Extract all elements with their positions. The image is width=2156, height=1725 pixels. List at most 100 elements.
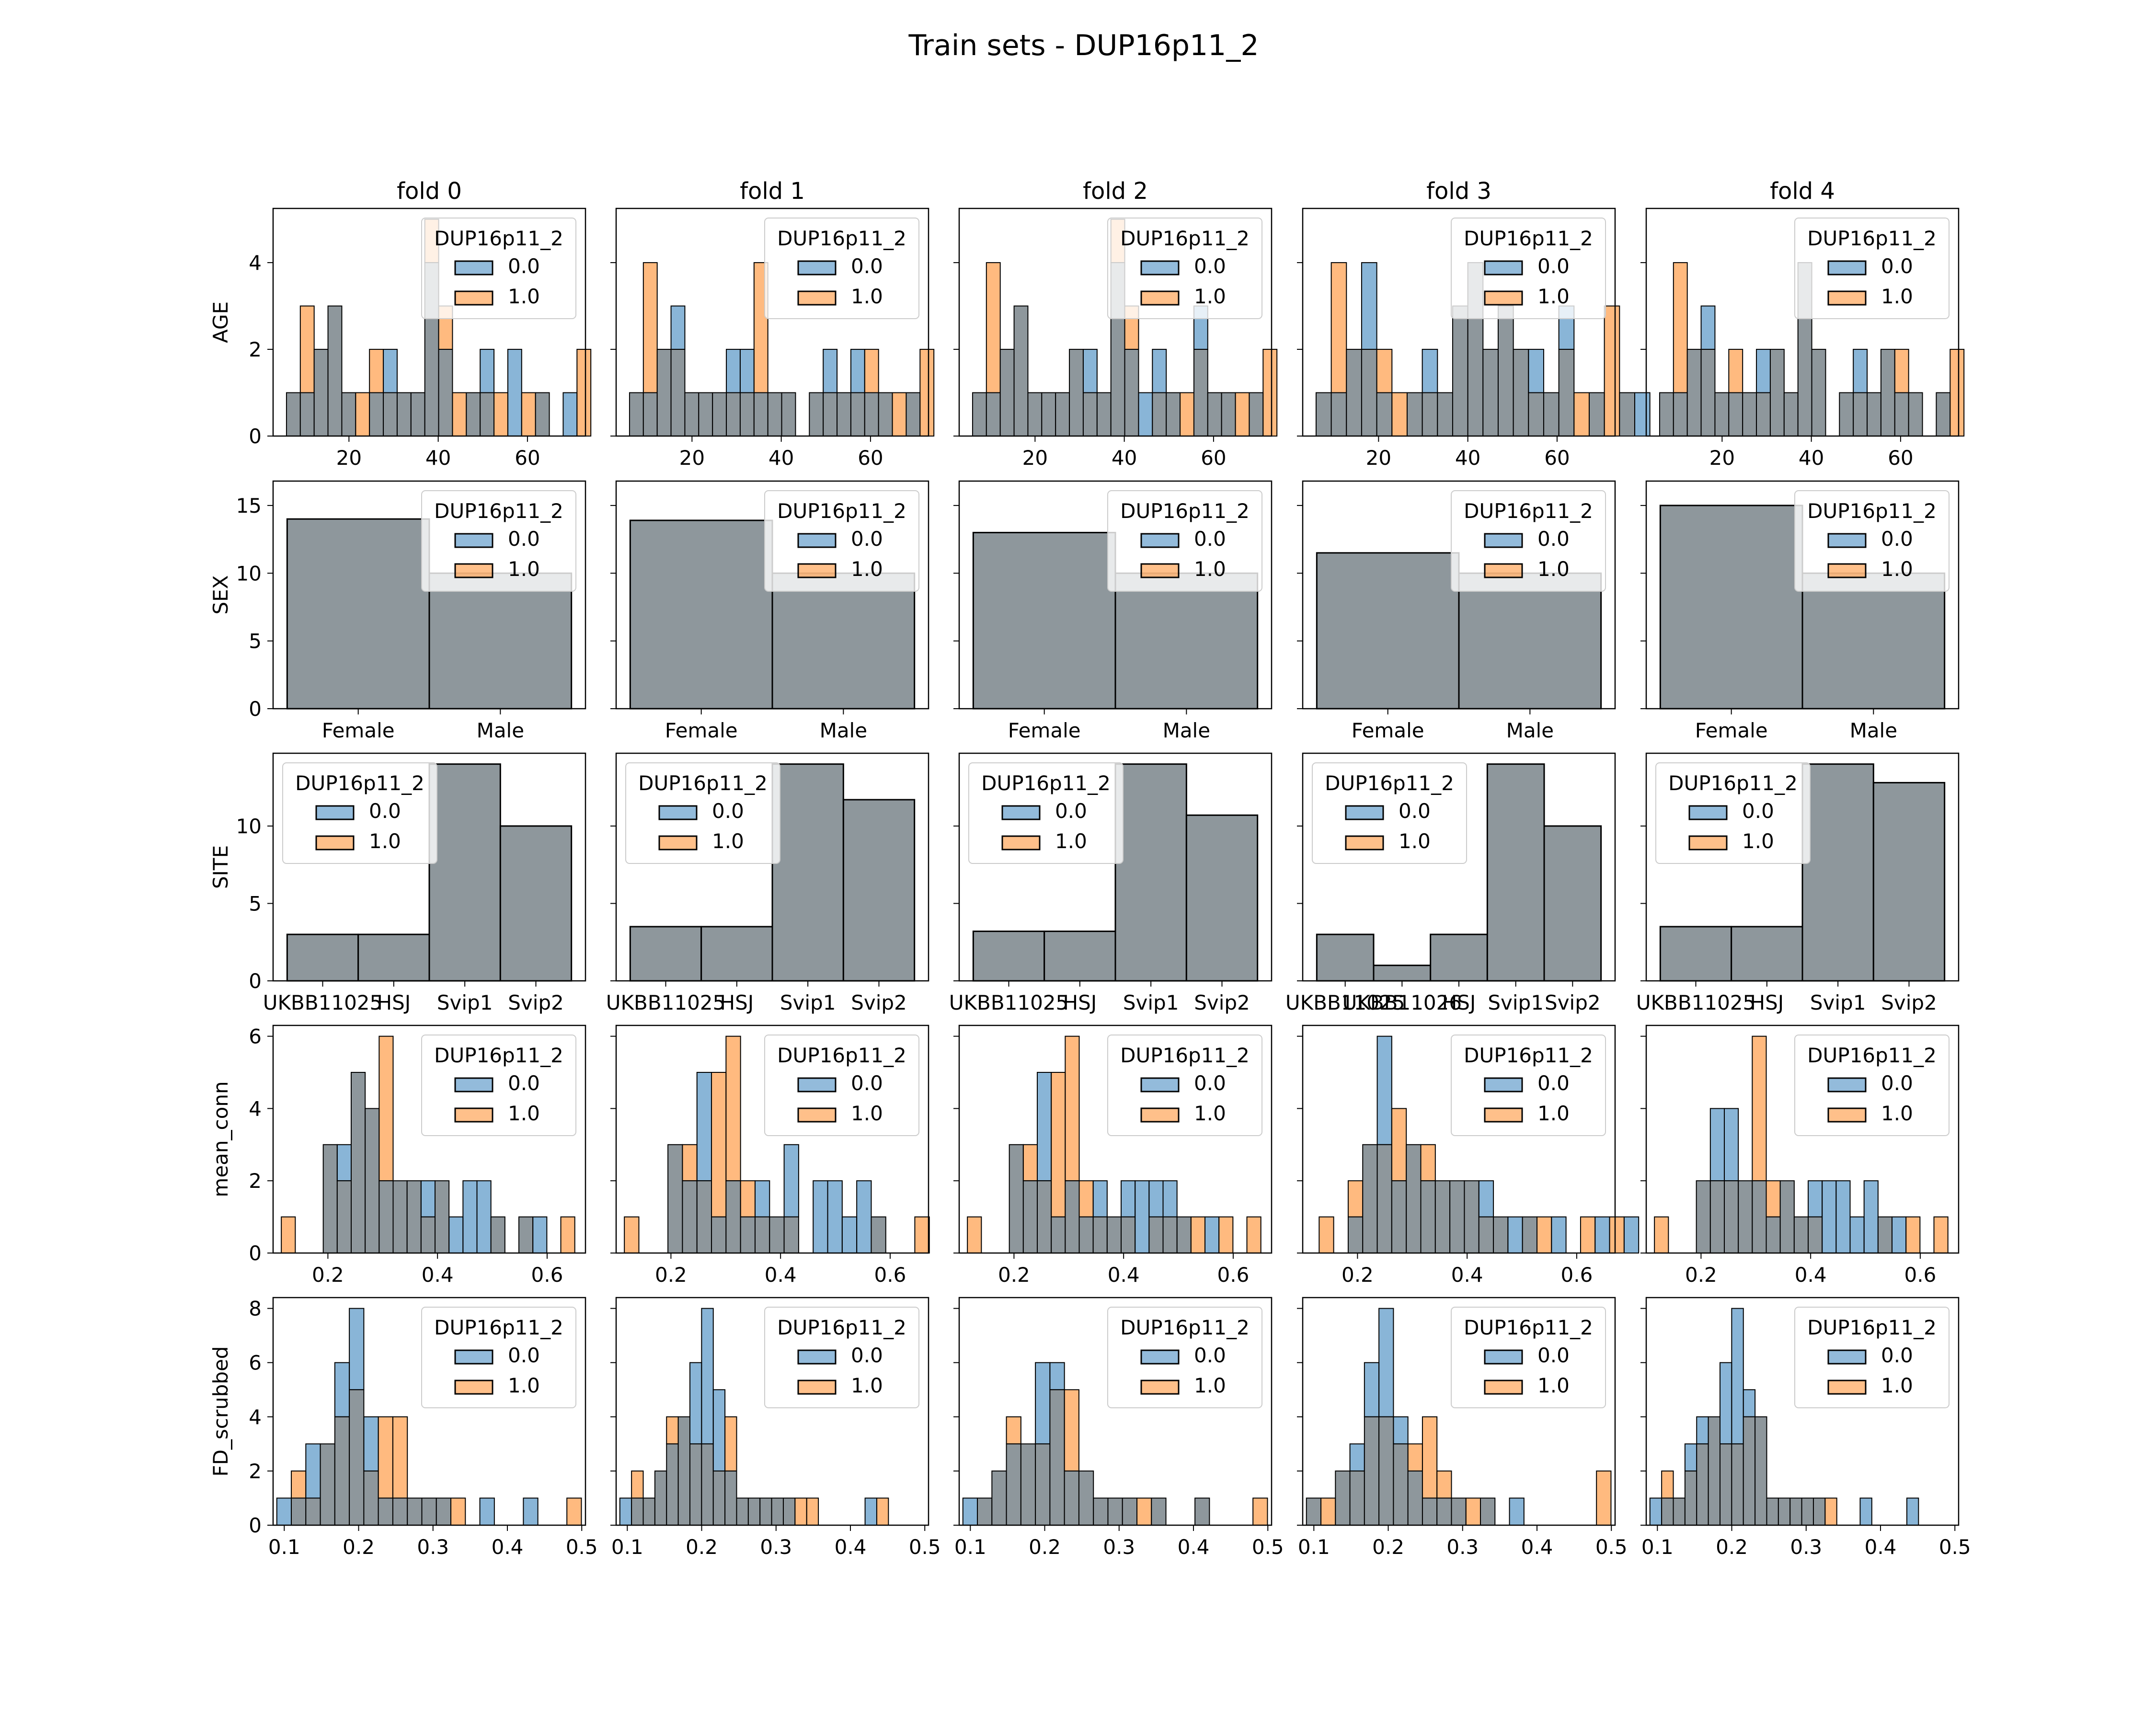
bar-overlap [1801, 1497, 1814, 1526]
bar-overlap [747, 1497, 761, 1526]
bar-upper [1752, 1035, 1767, 1182]
bar-overlap [823, 392, 838, 437]
bar-upper [1863, 1180, 1879, 1254]
bar-overlap [1082, 392, 1098, 437]
y-tick-label: 5 [249, 892, 262, 915]
legend: DUP16p11_2 0.0 1.0 [1794, 490, 1950, 592]
bar-overlap [1122, 1497, 1138, 1526]
bar-overlap [535, 392, 550, 437]
legend-title: DUP16p11_2 [1120, 499, 1250, 523]
bar-overlap [1812, 1497, 1826, 1526]
axes-frame [272, 480, 586, 710]
legend-label-0.0: 0.0 [1537, 254, 1570, 278]
bar-upper [1684, 1443, 1697, 1472]
legend-title: DUP16p11_2 [434, 499, 563, 523]
x-tick-label: 0.6 [1561, 1263, 1593, 1287]
x-tick-label: 0.2 [1342, 1263, 1374, 1287]
subplot-fd_scrubbed-fold-3: 0.1 0.2 0.3 0.4 0.5 DUP16p11_2 0.0 1.0 [1297, 1297, 1628, 1559]
legend-swatch-1.0 [454, 1107, 493, 1123]
y-tick-label: 2 [249, 1460, 262, 1483]
bar-ukbb11025 [286, 933, 359, 982]
column-title: fold 3 [1426, 178, 1491, 205]
bar-overlap [1779, 1180, 1795, 1254]
bar-overlap [1249, 392, 1264, 437]
bar-overlap [1378, 1416, 1394, 1526]
legend-swatch-1.0 [1827, 1107, 1867, 1123]
x-tick-label: 0.3 [1790, 1535, 1822, 1559]
bar-overlap [864, 392, 879, 437]
legend-title: DUP16p11_2 [1325, 771, 1454, 795]
bar-upper [1246, 1216, 1261, 1254]
bar-overlap [1743, 1416, 1756, 1526]
x-tick-label: 0.1 [611, 1535, 643, 1559]
legend-title: DUP16p11_2 [777, 499, 906, 523]
bar-overlap [1406, 392, 1423, 437]
subplot-fd_scrubbed-fold-1: 0.1 0.2 0.3 0.4 0.5 DUP16p11_2 0.0 1.0 [610, 1297, 941, 1559]
bar-ukbb11025 [629, 926, 702, 982]
x-tick-label: 0.2 [655, 1263, 687, 1287]
bar-upper [1204, 1216, 1220, 1254]
bar-overlap [1811, 349, 1826, 437]
bar-ukbb11026 [1373, 965, 1432, 982]
subplot-fd_scrubbed-fold-4: 0.1 0.2 0.3 0.4 0.5 DUP16p11_2 0.0 1.0 [1640, 1297, 1971, 1559]
bar-upper [479, 1497, 495, 1526]
legend-label-0.0: 0.0 [508, 1344, 540, 1367]
x-tick-label: UKBB11025 [949, 991, 1069, 1014]
bar-upper [291, 1470, 307, 1499]
bar-upper [1509, 1497, 1525, 1526]
x-tick-label: 0.4 [422, 1263, 454, 1287]
bar-upper [392, 1416, 408, 1499]
bar-upper [725, 1035, 741, 1182]
legend-swatch-0.0 [1001, 805, 1041, 820]
bar-overlap [1839, 392, 1854, 437]
y-tick-label: 5 [249, 630, 262, 653]
bar-overlap [1700, 349, 1716, 437]
bar-upper [1756, 349, 1771, 393]
x-tick-label: 0.2 [686, 1535, 718, 1559]
legend-swatch-1.0 [454, 1380, 493, 1395]
bar-overlap [701, 1443, 714, 1526]
bar-overlap [1558, 349, 1575, 437]
x-tick-label: 0.4 [1451, 1263, 1483, 1287]
bar-overlap [1766, 1497, 1779, 1526]
legend-title: DUP16p11_2 [434, 1316, 563, 1339]
legend-swatch-0.0 [1140, 533, 1180, 548]
x-tick-label: 40 [768, 446, 794, 470]
bar-overlap [1422, 1497, 1438, 1526]
x-tick-label: HSJ [1442, 991, 1476, 1014]
bar-upper [823, 349, 838, 393]
legend-label-1.0: 1.0 [508, 285, 540, 308]
bar-overlap [1480, 1497, 1496, 1526]
bar-overlap [1096, 392, 1112, 437]
x-tick-label: UKBB11025 [1636, 991, 1756, 1014]
bar-overlap [1407, 1470, 1423, 1526]
bar-overlap [1766, 1216, 1781, 1254]
bar-upper [349, 1308, 365, 1391]
legend-label-0.0: 0.0 [508, 527, 540, 551]
axes-frame [615, 1297, 929, 1526]
bar-svip2 [1872, 782, 1946, 982]
legend-title: DUP16p11_2 [1120, 1044, 1250, 1067]
bar-overlap [977, 1497, 993, 1526]
bar-overlap [1041, 392, 1056, 437]
bar-upper [1376, 1035, 1392, 1145]
bar-hsj [357, 933, 430, 982]
bar-overlap [1908, 392, 1923, 437]
x-tick-label: 0.2 [998, 1263, 1030, 1287]
y-tick-label: 6 [249, 1351, 262, 1375]
bar-upper [1319, 1216, 1334, 1254]
x-tick-label: Female [665, 719, 738, 742]
legend-label-0.0: 0.0 [1881, 254, 1913, 278]
bar-upper [1190, 1216, 1206, 1254]
bar-overlap [490, 1216, 505, 1254]
x-tick-label: 0.3 [1103, 1535, 1135, 1559]
bar-upper [1378, 1308, 1394, 1417]
subplot-mean_conn-fold-2: 0.2 0.4 0.6 DUP16p11_2 0.0 1.0 [953, 1024, 1273, 1287]
bar-upper [1364, 1362, 1380, 1417]
x-tick-label: 0.2 [1372, 1535, 1404, 1559]
bar-upper [507, 349, 522, 437]
bar-upper [1933, 1216, 1949, 1254]
bar-upper [1391, 1108, 1407, 1182]
x-tick-label: 60 [1201, 446, 1226, 470]
